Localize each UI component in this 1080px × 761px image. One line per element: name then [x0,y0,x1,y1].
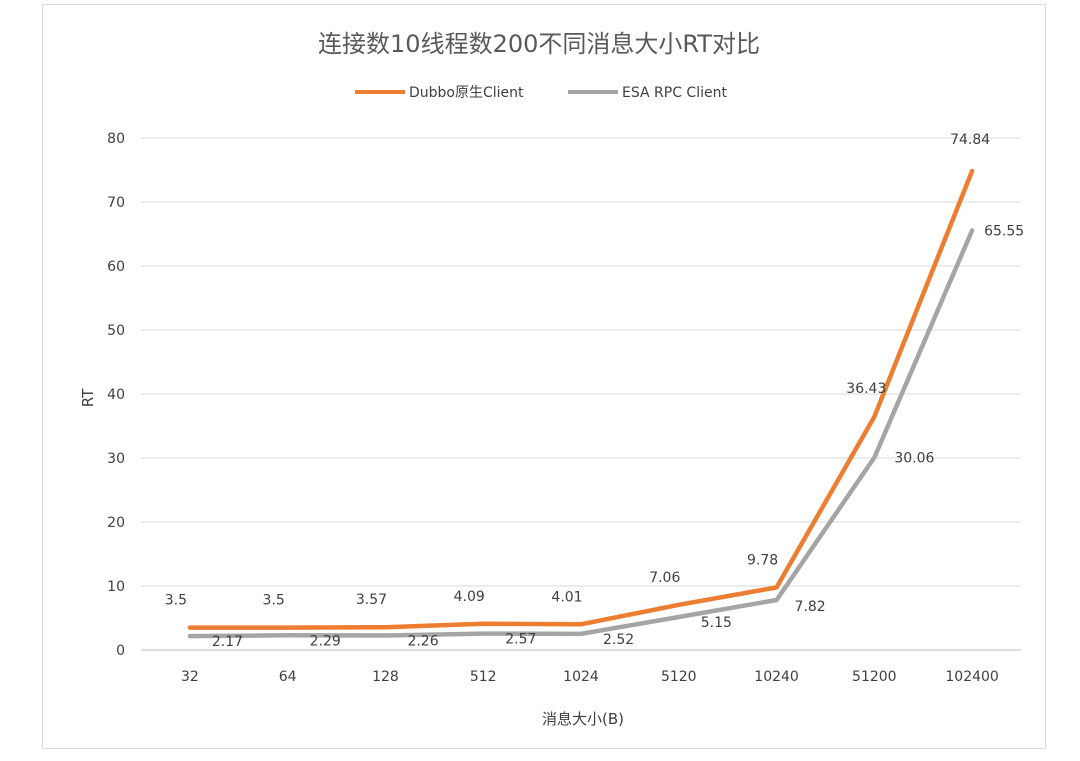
x-tick-label: 51200 [852,669,897,685]
chart-title: 连接数10线程数200不同消息大小RT对比 [318,30,760,58]
data-label: 4.01 [551,589,582,605]
x-tick-label: 1024 [563,669,599,685]
x-tick-label: 128 [372,669,399,685]
data-label: 2.29 [310,633,341,649]
x-tick-label: 10240 [754,669,799,685]
y-tick-label: 30 [107,451,125,467]
data-label: 3.5 [263,593,285,609]
data-label: 9.78 [747,552,778,568]
data-label: 74.84 [950,132,990,148]
y-tick-label: 40 [107,387,125,403]
data-label: 30.06 [894,451,934,467]
data-label: 2.57 [505,632,536,648]
y-tick-label: 60 [107,259,125,275]
y-tick-label: 50 [107,323,125,339]
legend: Dubbo原生Client ESA RPC Client [355,85,727,101]
series-line-1 [187,228,975,639]
data-label: 65.55 [984,223,1024,239]
data-label: 3.5 [165,593,187,609]
y-tick-label: 70 [107,195,125,211]
data-label: 5.15 [701,615,732,631]
x-tick-label: 32 [181,669,199,685]
series-line-0 [187,168,975,630]
data-label: 2.52 [603,632,634,648]
gridlines [141,137,1021,651]
x-tick-label: 102400 [945,669,998,685]
line-chart: 连接数10线程数200不同消息大小RT对比 Dubbo原生Client ESA … [79,30,1024,728]
x-tick-label: 512 [470,669,497,685]
y-axis-ticks: 0 10 20 30 40 50 60 70 80 [107,131,125,659]
x-tick-label: 5120 [661,669,697,685]
x-axis-ticks: 32 64 128 512 1024 5120 10240 51200 102400 [181,669,999,685]
y-axis-label: RT [79,388,97,407]
data-label: 2.26 [407,634,438,650]
data-label: 3.57 [356,592,387,608]
x-tick-label: 64 [279,669,297,685]
x-axis-label: 消息大小(B) [542,710,624,728]
legend-label-dubbo: Dubbo原生Client [409,85,524,101]
data-labels: 3.5 3.5 3.57 4.09 4.01 7.06 9.78 36.43 74.84 2.17… [165,132,1024,650]
data-label: 36.43 [846,381,886,397]
series-lines [187,168,975,639]
data-label: 7.06 [649,570,680,586]
y-tick-label: 10 [107,579,125,595]
y-tick-label: 80 [107,131,125,147]
y-tick-label: 0 [116,643,125,659]
y-tick-label: 20 [107,515,125,531]
chart-frame: 连接数10线程数200不同消息大小RT对比 Dubbo原生Client ESA … [42,4,1046,749]
legend-label-esa: ESA RPC Client [622,85,727,101]
data-label: 4.09 [454,589,485,605]
data-label: 7.82 [795,599,826,615]
data-label: 2.17 [212,634,243,650]
